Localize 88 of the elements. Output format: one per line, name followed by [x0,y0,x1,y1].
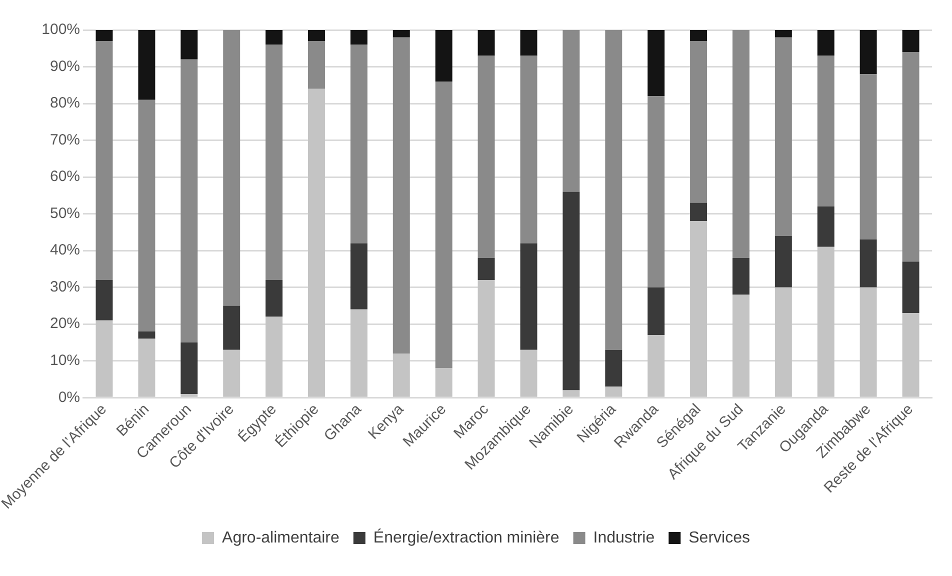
bar [138,100,156,332]
bar [392,30,410,38]
bar [350,30,368,45]
bar [138,338,156,397]
bar [774,37,792,236]
bar [180,59,198,342]
bar [817,56,834,206]
bar [562,192,580,390]
bar [223,306,240,350]
bar [308,88,325,397]
bar [180,342,198,394]
bar [520,56,538,244]
bar [817,30,834,56]
legend-label: Énergie/extraction minière [373,528,560,546]
bar [690,41,708,203]
bar [860,74,877,240]
bar [605,30,622,350]
bar [520,30,538,56]
bar [96,280,113,320]
legend-label: Services [688,529,750,546]
bar [774,30,792,38]
bar [902,262,920,314]
bar [266,316,283,397]
bar [774,236,792,288]
bar [562,30,580,192]
bar [223,350,240,397]
bar [860,287,877,397]
bar [774,287,792,397]
bar [860,240,877,288]
bar [605,386,622,397]
bar [478,30,495,56]
y-tick-label: 100% [42,21,80,38]
y-tick-label: 90% [50,58,80,75]
legend-label: Industrie [593,529,655,546]
bar [817,206,834,247]
bar [392,37,410,354]
y-tick-label: 10% [50,352,80,370]
y-tick-label: 30% [50,278,80,296]
bar [435,30,452,82]
bar [732,294,750,397]
bar [138,30,156,100]
y-tick-label: 80% [50,94,80,112]
bar [690,221,708,397]
bar [266,30,283,45]
bar [308,30,325,42]
bar [648,335,665,397]
bar [266,44,283,280]
bar [902,52,920,262]
bar [478,280,495,397]
bar [96,320,113,397]
bar [902,30,920,52]
bar [478,258,495,280]
y-tick-label: 50% [50,204,80,222]
bar [520,350,538,397]
bar [605,350,622,387]
bar [392,354,410,397]
bar [690,202,708,222]
bar [520,243,538,350]
y-tick-label: 20% [50,315,80,332]
bar [435,81,452,368]
bar [350,44,368,244]
bar [435,368,452,397]
bar [690,30,708,42]
bar [902,313,920,397]
bar [562,390,580,397]
bar [96,41,113,280]
bar [350,243,368,310]
bar [350,309,368,397]
y-tick-label: 60% [50,168,80,186]
bar [96,30,113,42]
bar [308,41,325,89]
y-tick-label: 40% [50,242,80,259]
bar [817,246,834,397]
bar [223,30,240,306]
y-tick-label: 70% [50,131,80,148]
bar [180,30,198,60]
bar [860,30,877,74]
bar [732,258,750,295]
bar [478,56,495,258]
bar [266,280,283,317]
bar [138,331,156,339]
bar [732,30,750,258]
bar [648,287,665,336]
bar [648,30,665,96]
legend-label: Agro-alimentaire [222,529,340,546]
bar [648,96,665,288]
bar [180,394,198,397]
y-tick-label: 0% [58,388,80,406]
